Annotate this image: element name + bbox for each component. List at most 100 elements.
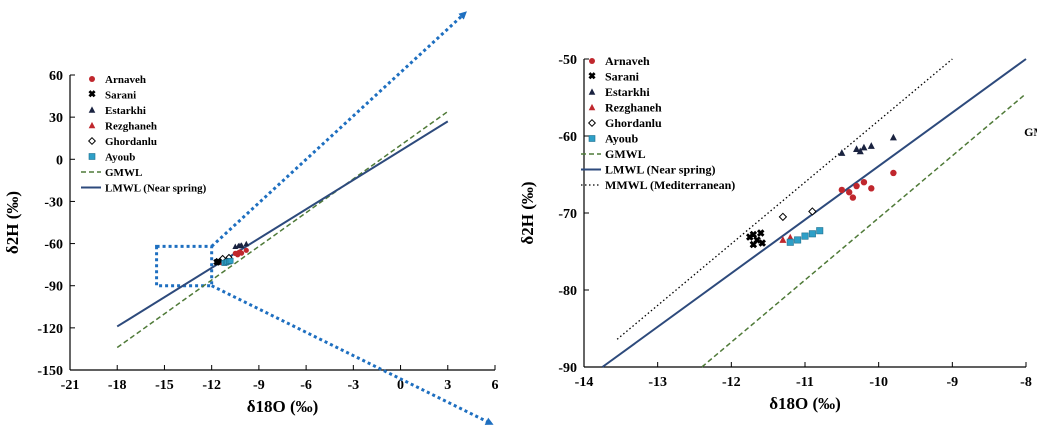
x-tick-label: -12 [722, 375, 741, 390]
marker-estarkhi [243, 240, 250, 247]
x-tick-label: 3 [444, 378, 451, 393]
marker-sarani: ✖ [88, 89, 96, 99]
marker-ayoub [801, 232, 809, 240]
y-tick-label: -80 [558, 284, 577, 299]
y-tick-label: 60 [49, 69, 63, 84]
marker-rezghaneh [88, 121, 96, 129]
legend-label: MMWL (Mediterranean) [605, 178, 735, 192]
x-axis-label: δ18O (‰) [769, 394, 841, 413]
x-tick-label: 6 [492, 378, 499, 393]
marker-ayoub [227, 257, 234, 264]
y-axis-label: δ2H (‰) [518, 181, 537, 244]
marker-arnaveh [243, 247, 249, 253]
legend: Arnaveh ✖ Sarani Estarkhi Rezghaneh Ghordanlu… [81, 74, 207, 195]
marker-estarkhi [238, 242, 245, 248]
x-tick-label: -21 [61, 378, 80, 393]
y-tick-label: -50 [558, 53, 577, 68]
zoom-box [155, 244, 214, 288]
x-tick-label: -6 [300, 378, 312, 393]
marker-sarani: ✖ [588, 71, 596, 81]
marker-arnaveh [860, 179, 868, 186]
legend-label: Arnaveh [605, 54, 650, 68]
marker-arnaveh [890, 169, 897, 177]
marker-estarkhi [860, 143, 868, 151]
x-axis-label: δ18O (‰) [247, 397, 319, 416]
y-tick-label: -120 [37, 322, 63, 337]
legend-label: LMWL (Near spring) [605, 163, 715, 177]
marker-estarkhi [867, 142, 875, 149]
left-chart: -21 -18 -15 -12 -9 -6 -3 0 3 660300-30-60-90-120-… [3, 69, 499, 416]
legend-label: Ghordanlu [105, 136, 157, 148]
marker-arnaveh [846, 189, 853, 196]
y-tick-label: -60 [44, 238, 63, 253]
legend-label: Ayoub [605, 132, 638, 146]
zoom-arrow-bottom [211, 284, 494, 425]
marker-sarani: ✖ [749, 230, 757, 241]
y-tick-label: -70 [558, 207, 577, 222]
marker-arnaveh [238, 250, 245, 256]
line-mmwl-mediterranean [616, 58, 953, 340]
marker-ayoub [808, 230, 816, 238]
marker-arnaveh [868, 185, 875, 192]
marker-sarani: ✖ [746, 233, 754, 244]
x-tick-label: -18 [108, 378, 127, 393]
x-tick-label: -8 [1020, 375, 1032, 390]
zoom-overlay [210, 11, 494, 425]
marker-sarani: ✖ [213, 258, 220, 267]
x-tick-label: -10 [869, 375, 888, 390]
marker-arnaveh [838, 186, 846, 194]
y-tick-label: -150 [37, 364, 63, 379]
marker-sarani: ✖ [214, 259, 221, 268]
line-gmwl [701, 93, 1027, 368]
marker-arnaveh [853, 182, 860, 190]
marker-rezghaneh [779, 236, 787, 243]
x-tick-label: -13 [648, 375, 667, 390]
marker-sarani: ✖ [749, 240, 757, 251]
marker-estarkhi [856, 147, 864, 155]
marker-sarani: ✖ [758, 239, 766, 250]
marker-sarani: ✖ [215, 257, 222, 266]
legend-label: Sarani [605, 70, 640, 84]
marker-rezghaneh [588, 103, 596, 111]
legend-label: Ghordanlu [605, 116, 662, 130]
marker-ayoub [786, 238, 794, 246]
marker-ayoub [588, 135, 596, 142]
line-lmwl-near-spring [116, 120, 449, 328]
legend-label: Sarani [105, 90, 136, 102]
line-gmwl [116, 110, 449, 349]
x-tick-label: 0 [397, 378, 404, 393]
y-tick-label: -90 [44, 280, 63, 295]
y-tick-label: -90 [558, 361, 577, 376]
marker-arnaveh [232, 250, 238, 257]
legend-label: Estarkhi [105, 105, 146, 117]
marker-ghordanlu [778, 212, 788, 222]
x-tick-label: -3 [347, 378, 359, 393]
legend-label: GMWL [605, 147, 646, 161]
x-tick-label: -12 [202, 378, 221, 393]
annotation-gmwl: GMWL [1024, 125, 1037, 139]
y-tick-label: -30 [44, 195, 63, 210]
y-tick-label: 0 [56, 153, 63, 168]
x-tick-label: -15 [155, 378, 174, 393]
x-tick-label: -9 [253, 378, 265, 393]
marker-ayoub [794, 236, 802, 244]
marker-estarkhi [889, 133, 897, 141]
marker-sarani: ✖ [215, 258, 222, 267]
marker-estarkhi [588, 88, 596, 95]
marker-sarani: ✖ [757, 229, 765, 240]
marker-ghordanlu [87, 136, 97, 146]
marker-arnaveh [849, 194, 857, 201]
right-chart: -14 -13 -12 -11 -10 -9 -8 -50 -60 -70 -80 -90 δ18O (… [518, 53, 1037, 413]
marker-arnaveh [589, 58, 595, 64]
x-tick-label: -9 [946, 375, 958, 390]
legend-label: Estarkhi [605, 85, 650, 99]
y-tick-label: 30 [49, 111, 63, 126]
marker-estarkhi [88, 106, 96, 113]
y-axis-label: δ2H (‰) [3, 191, 22, 254]
marker-estarkhi [853, 145, 861, 152]
legend-label: Rezghaneh [105, 121, 157, 133]
legend-label: GMWL [105, 167, 142, 179]
x-tick-label: -14 [575, 375, 594, 390]
x-tick-label: -11 [796, 375, 814, 390]
